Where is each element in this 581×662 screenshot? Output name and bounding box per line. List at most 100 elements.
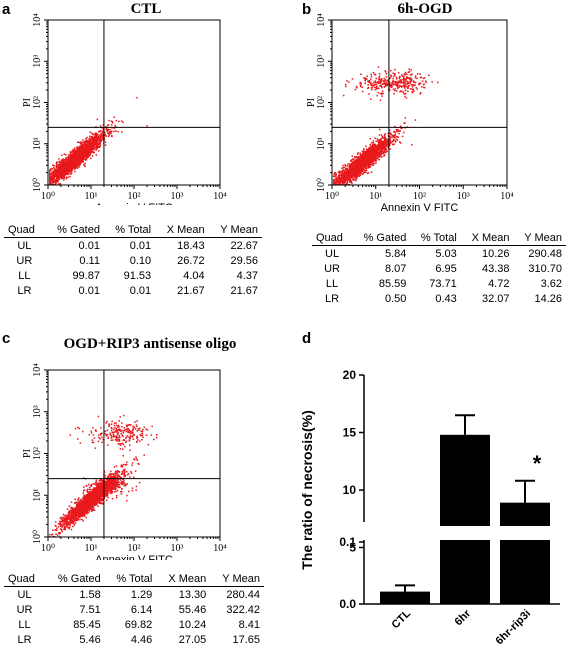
data-point bbox=[383, 145, 385, 147]
data-point bbox=[381, 95, 383, 97]
data-point bbox=[363, 162, 366, 165]
data-point bbox=[364, 78, 366, 81]
data-point bbox=[346, 169, 349, 171]
data-point bbox=[358, 165, 360, 168]
data-point bbox=[350, 171, 353, 173]
data-point bbox=[401, 85, 403, 87]
data-point bbox=[358, 172, 361, 174]
data-point bbox=[97, 133, 99, 136]
data-point bbox=[333, 181, 335, 183]
data-point bbox=[89, 135, 91, 137]
data-point bbox=[83, 143, 86, 145]
data-point bbox=[49, 174, 51, 176]
data-point bbox=[373, 85, 375, 87]
data-point bbox=[357, 164, 360, 166]
data-point bbox=[74, 166, 77, 168]
data-point bbox=[368, 159, 370, 162]
data-point bbox=[387, 79, 389, 81]
data-point bbox=[354, 160, 356, 162]
data-point bbox=[404, 95, 406, 98]
data-point bbox=[404, 117, 406, 119]
data-point bbox=[397, 72, 400, 74]
data-point bbox=[356, 167, 359, 169]
data-point bbox=[69, 166, 72, 169]
data-point bbox=[61, 176, 63, 178]
data-point bbox=[66, 171, 68, 173]
data-point bbox=[90, 144, 92, 147]
data-point bbox=[377, 87, 380, 90]
data-point bbox=[359, 81, 362, 84]
data-point bbox=[406, 83, 408, 85]
data-point bbox=[408, 68, 410, 70]
data-point bbox=[363, 148, 365, 150]
x-tick-label: 10¹ bbox=[85, 191, 98, 202]
data-point bbox=[90, 145, 92, 148]
data-point bbox=[338, 173, 341, 176]
data-point bbox=[384, 143, 387, 145]
data-point bbox=[51, 172, 53, 175]
data-point bbox=[403, 93, 406, 95]
data-point bbox=[358, 168, 361, 170]
data-point bbox=[396, 82, 399, 84]
data-point bbox=[360, 166, 362, 168]
data-point bbox=[362, 152, 364, 154]
data-point bbox=[403, 122, 405, 124]
data-point bbox=[386, 80, 388, 82]
data-point bbox=[49, 176, 51, 178]
data-point bbox=[395, 135, 398, 138]
data-point bbox=[370, 154, 373, 157]
data-point bbox=[65, 170, 67, 172]
data-point bbox=[384, 78, 387, 81]
data-point bbox=[341, 176, 343, 179]
data-point bbox=[366, 165, 368, 167]
data-point bbox=[96, 140, 98, 143]
data-point bbox=[65, 167, 67, 170]
data-point bbox=[96, 140, 98, 142]
data-point bbox=[49, 173, 51, 175]
data-point bbox=[70, 167, 72, 170]
data-point bbox=[381, 146, 384, 149]
data-point bbox=[397, 130, 399, 132]
data-point bbox=[85, 158, 87, 161]
data-point bbox=[380, 84, 382, 87]
data-point bbox=[358, 160, 361, 162]
data-point bbox=[91, 151, 93, 153]
data-point bbox=[74, 156, 77, 158]
data-point bbox=[73, 167, 76, 169]
data-point bbox=[85, 149, 87, 151]
data-point bbox=[387, 146, 389, 148]
data-point bbox=[110, 124, 113, 126]
data-point bbox=[380, 150, 382, 152]
data-point bbox=[354, 164, 356, 167]
data-point bbox=[55, 179, 57, 181]
data-point bbox=[363, 149, 365, 151]
data-point bbox=[389, 137, 391, 140]
data-point bbox=[83, 164, 86, 167]
data-point bbox=[399, 125, 402, 127]
table-header-cell: Quad bbox=[4, 222, 45, 238]
data-point bbox=[403, 82, 406, 84]
y-tick-label: 10³ bbox=[316, 55, 327, 68]
data-point bbox=[85, 151, 88, 153]
data-point bbox=[108, 132, 110, 135]
data-point bbox=[69, 156, 71, 159]
data-point bbox=[372, 161, 374, 163]
data-point bbox=[411, 86, 414, 88]
data-point bbox=[384, 145, 386, 148]
data-point bbox=[106, 124, 109, 127]
data-point bbox=[363, 152, 366, 155]
data-point bbox=[390, 69, 392, 72]
data-point bbox=[356, 174, 358, 176]
data-point bbox=[76, 146, 78, 148]
data-point bbox=[377, 140, 379, 143]
data-point bbox=[423, 83, 425, 85]
data-point bbox=[369, 163, 371, 166]
data-point bbox=[413, 81, 416, 84]
data-point bbox=[349, 180, 351, 182]
data-point bbox=[396, 139, 399, 141]
data-point bbox=[82, 152, 84, 154]
data-point bbox=[417, 73, 419, 75]
data-point bbox=[343, 166, 346, 169]
data-point bbox=[361, 157, 364, 160]
